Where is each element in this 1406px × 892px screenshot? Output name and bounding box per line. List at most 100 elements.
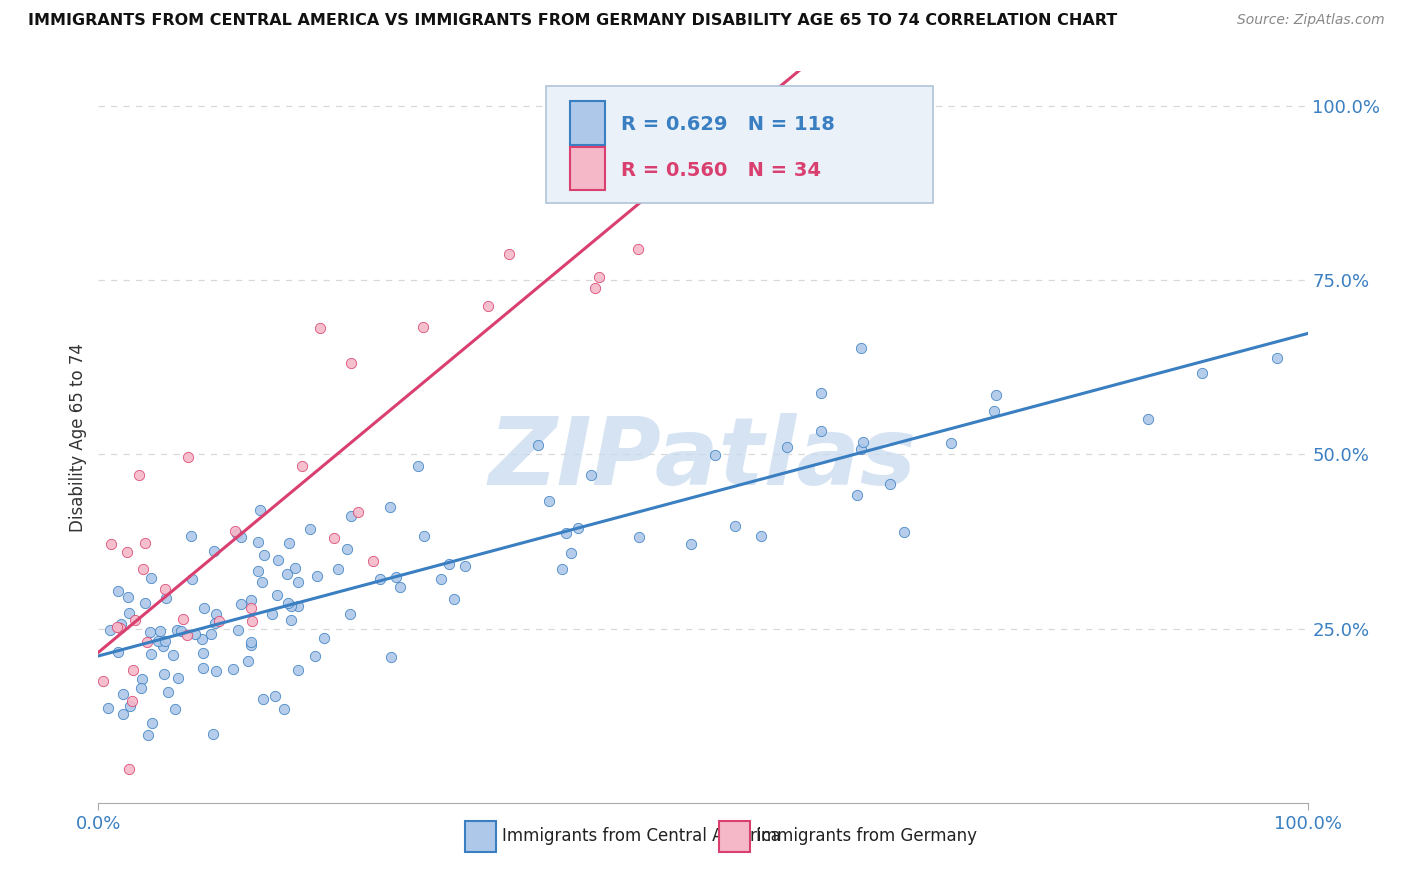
Point — [221, 662, 243, 676]
Point — [180, 572, 202, 586]
Point — [122, 663, 145, 677]
Point — [155, 591, 177, 605]
Point — [193, 600, 215, 615]
FancyBboxPatch shape — [569, 146, 605, 190]
Point — [240, 614, 263, 628]
Point — [852, 434, 875, 449]
Text: Immigrants from Germany: Immigrants from Germany — [756, 828, 977, 846]
Point — [240, 600, 263, 615]
Point — [229, 597, 252, 611]
Point — [591, 99, 613, 113]
Point — [120, 699, 142, 714]
Point — [430, 572, 453, 586]
Point — [287, 664, 309, 678]
Point — [554, 526, 576, 541]
Point — [439, 557, 461, 571]
Point — [454, 558, 477, 573]
Point — [250, 574, 273, 589]
Point — [1191, 366, 1213, 380]
Text: R = 0.629   N = 118: R = 0.629 N = 118 — [621, 114, 835, 134]
Point — [851, 341, 873, 355]
Point — [110, 616, 132, 631]
Y-axis label: Disability Age 65 to 74: Disability Age 65 to 74 — [69, 343, 87, 532]
Point — [100, 536, 122, 550]
Point — [749, 529, 772, 543]
Point — [166, 623, 188, 637]
Point — [191, 661, 214, 675]
Point — [252, 692, 274, 706]
Point — [107, 645, 129, 659]
Point — [141, 715, 163, 730]
Point — [153, 582, 176, 597]
Point — [627, 530, 650, 544]
Point — [724, 519, 747, 533]
Point — [627, 242, 650, 256]
Point — [128, 467, 150, 482]
Point — [326, 562, 349, 576]
Point — [583, 281, 606, 295]
Point — [152, 639, 174, 653]
Point — [231, 530, 253, 544]
Point — [139, 647, 162, 661]
Point — [156, 685, 179, 699]
Point — [260, 607, 283, 622]
Point — [340, 508, 363, 523]
Point — [115, 545, 138, 559]
Text: ZIPatlas: ZIPatlas — [489, 413, 917, 505]
Text: IMMIGRANTS FROM CENTRAL AMERICA VS IMMIGRANTS FROM GERMANY DISABILITY AGE 65 TO : IMMIGRANTS FROM CENTRAL AMERICA VS IMMIG… — [28, 13, 1118, 29]
Point — [172, 612, 194, 626]
Point — [247, 564, 270, 578]
Point — [380, 500, 402, 515]
Text: Immigrants from Central America: Immigrants from Central America — [502, 828, 780, 846]
Point — [149, 624, 172, 638]
Point — [443, 591, 465, 606]
Point — [136, 728, 159, 742]
FancyBboxPatch shape — [718, 822, 751, 852]
Point — [170, 624, 193, 638]
Point — [298, 522, 321, 536]
Point — [264, 689, 287, 703]
Point — [226, 624, 249, 638]
Point — [681, 537, 703, 551]
Point — [180, 529, 202, 543]
Point — [202, 543, 225, 558]
Point — [385, 570, 408, 584]
Text: Source: ZipAtlas.com: Source: ZipAtlas.com — [1237, 13, 1385, 28]
Point — [208, 614, 231, 628]
Point — [153, 633, 176, 648]
Point — [312, 631, 335, 645]
Point — [849, 442, 872, 457]
Point — [111, 686, 134, 700]
Point — [141, 570, 163, 584]
Point — [810, 424, 832, 438]
Point — [846, 488, 869, 502]
Point — [200, 626, 222, 640]
Point — [239, 593, 262, 607]
Point — [204, 664, 226, 678]
Point — [273, 702, 295, 716]
Point — [204, 615, 226, 630]
Point — [361, 554, 384, 568]
Point — [304, 648, 326, 663]
Point — [339, 607, 361, 621]
Point — [323, 531, 346, 545]
Point — [368, 572, 391, 586]
Point — [287, 599, 309, 613]
Point — [124, 613, 146, 627]
Point — [97, 700, 120, 714]
Point — [129, 681, 152, 695]
Point — [776, 440, 799, 454]
Point — [117, 591, 139, 605]
Point — [579, 468, 602, 483]
Point — [166, 671, 188, 685]
Point — [1265, 351, 1288, 365]
Point — [118, 763, 141, 777]
Point — [107, 584, 129, 599]
Point — [165, 701, 187, 715]
Point — [893, 525, 915, 540]
Point — [177, 450, 200, 464]
Point — [567, 521, 589, 535]
FancyBboxPatch shape — [569, 102, 605, 145]
Point — [253, 549, 276, 563]
FancyBboxPatch shape — [465, 822, 496, 852]
